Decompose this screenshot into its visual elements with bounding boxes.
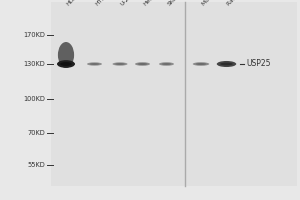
Bar bbox=[51, 2, 297, 186]
Ellipse shape bbox=[135, 62, 150, 66]
Text: USP25: USP25 bbox=[246, 60, 271, 68]
Text: 100KD: 100KD bbox=[23, 96, 45, 102]
Text: HT1080: HT1080 bbox=[94, 0, 114, 7]
Ellipse shape bbox=[159, 62, 174, 66]
Ellipse shape bbox=[196, 63, 206, 65]
Text: Rat testis: Rat testis bbox=[226, 0, 250, 7]
Text: SKOV3: SKOV3 bbox=[167, 0, 184, 7]
Ellipse shape bbox=[112, 62, 128, 66]
Ellipse shape bbox=[90, 63, 99, 65]
Ellipse shape bbox=[138, 63, 147, 65]
Text: HL60: HL60 bbox=[66, 0, 80, 7]
Text: U-251MG: U-251MG bbox=[120, 0, 143, 7]
Ellipse shape bbox=[87, 62, 102, 66]
Ellipse shape bbox=[57, 60, 75, 68]
Text: 55KD: 55KD bbox=[27, 162, 45, 168]
Text: HeLa: HeLa bbox=[142, 0, 157, 7]
Text: 170KD: 170KD bbox=[23, 32, 45, 38]
Ellipse shape bbox=[220, 63, 233, 65]
Ellipse shape bbox=[60, 62, 72, 66]
Ellipse shape bbox=[58, 42, 74, 68]
Ellipse shape bbox=[217, 61, 236, 67]
Ellipse shape bbox=[193, 62, 209, 66]
Text: 70KD: 70KD bbox=[27, 130, 45, 136]
Ellipse shape bbox=[115, 63, 125, 65]
Text: 130KD: 130KD bbox=[23, 61, 45, 67]
Ellipse shape bbox=[162, 63, 171, 65]
Text: Mouse testis: Mouse testis bbox=[201, 0, 231, 7]
